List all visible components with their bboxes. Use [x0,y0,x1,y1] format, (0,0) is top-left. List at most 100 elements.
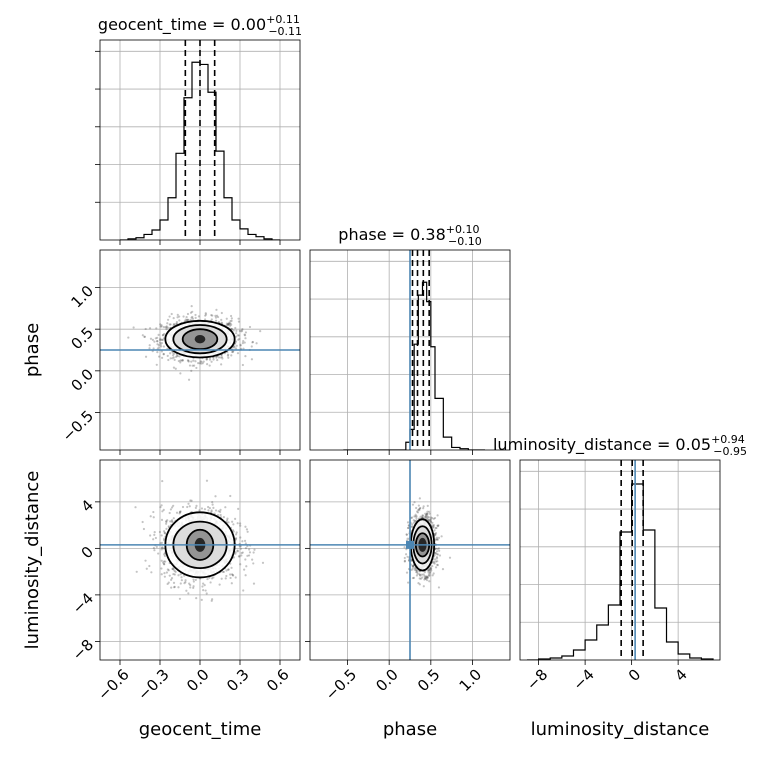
sample-point [162,561,165,564]
sample-point [170,312,173,316]
sample-point [425,515,428,518]
sample-point [426,576,429,579]
sample-point [431,517,434,520]
sample-point [208,358,212,361]
sample-point [246,554,249,557]
sample-point [237,320,241,323]
panel-title: phase = 0.38+0.10 −0.10 [338,223,481,248]
sample-point [151,338,154,342]
sample-point [411,516,414,519]
sample-point [426,517,429,521]
sample-point [415,506,418,510]
sample-point [406,555,409,558]
sample-point [428,571,431,575]
sample-point [177,586,180,589]
sample-point [152,510,155,514]
sample-point [190,305,193,308]
sample-point [438,549,441,552]
sample-point [173,586,176,589]
sample-point [433,534,437,537]
x-axis-label: phase [383,719,437,740]
sample-point [434,551,437,555]
sample-point [413,519,417,523]
sample-point [419,515,422,518]
sample-point [169,520,172,523]
sample-point [423,576,427,579]
sample-point [169,508,172,511]
sample-point [240,554,243,557]
sample-point [216,358,219,362]
sample-point [429,520,432,523]
sample-point [403,560,406,563]
sample-point [248,325,252,329]
sample-point [163,332,166,336]
sample-point [187,592,190,595]
sample-point [413,515,416,518]
sample-point [172,517,175,520]
sample-point [165,527,168,530]
sample-point [210,599,213,602]
sample-point [205,592,208,595]
sample-point [188,582,191,585]
sample-point [206,362,209,366]
sample-point [259,330,262,333]
sample-point [149,337,153,340]
panel-title: geocent_time = 0.00+0.11 −0.11 [98,13,302,38]
sample-point [164,326,167,329]
sample-point [424,515,427,518]
sample-point [406,537,409,540]
sample-point [161,510,164,513]
sample-point [170,577,174,580]
sample-point [135,570,138,573]
sample-point [219,508,222,511]
sample-point [208,364,211,367]
sample-point [431,521,434,525]
sample-point [424,515,427,519]
sample-point [421,576,424,579]
sample-point [426,516,429,519]
x-tick-label: 0 [625,666,644,685]
sample-point [172,366,176,369]
x-tick-label: 0.3 [223,666,253,696]
sample-point [141,520,144,524]
sample-point [412,576,416,579]
sample-point [166,326,169,329]
sample-point [127,336,130,339]
sample-point [425,579,429,582]
sample-point [241,363,244,367]
sample-point [436,514,439,517]
sample-point [192,585,195,588]
sample-point [225,322,229,325]
sample-point [433,533,437,536]
sample-point [225,569,228,572]
sample-point [416,510,419,513]
sample-point [171,567,174,570]
sample-point [180,576,183,579]
sample-point [435,538,439,541]
sample-point [157,344,160,347]
y-axis-label: phase [22,323,43,377]
sample-point [167,358,170,362]
sample-point [235,531,238,534]
sample-point [250,358,254,361]
sample-point [152,347,155,350]
sample-point [162,352,165,356]
sample-point [210,509,213,512]
sample-point [179,582,182,585]
sample-point [436,547,439,550]
sample-point [170,506,174,509]
sample-point [186,505,189,509]
sample-point [172,504,175,507]
sample-point [169,357,172,360]
sample-point [212,576,215,579]
sample-point [194,360,197,363]
sample-point [160,518,164,521]
sample-point [197,315,200,318]
sample-point [419,574,422,577]
sample-point [407,526,410,530]
sample-point [436,563,439,566]
sample-point [412,521,415,524]
sample-point [405,533,408,536]
sample-point [434,538,437,541]
sample-point [154,536,157,540]
